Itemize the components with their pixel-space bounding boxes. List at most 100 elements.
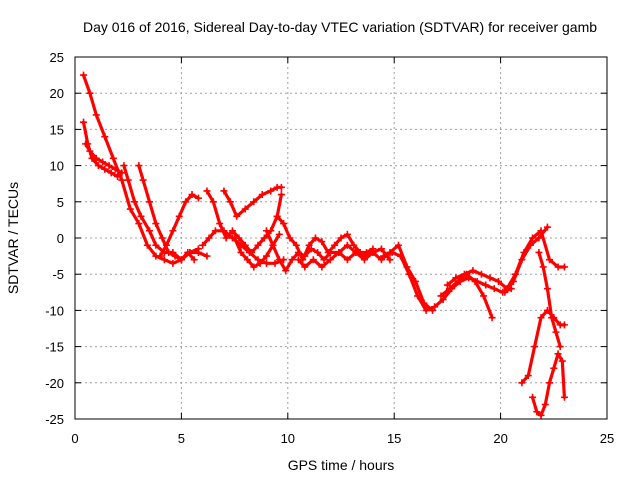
data-point bbox=[554, 263, 562, 271]
data-point bbox=[267, 187, 275, 195]
data-point bbox=[343, 241, 351, 249]
data-point bbox=[203, 187, 211, 195]
data-point bbox=[388, 248, 396, 256]
data-point bbox=[437, 292, 445, 300]
data-point bbox=[556, 343, 564, 351]
data-point bbox=[288, 256, 296, 264]
data-point bbox=[216, 220, 224, 228]
data-point bbox=[80, 118, 88, 126]
satellite-track-17 bbox=[501, 223, 551, 296]
data-point bbox=[439, 296, 447, 304]
data-point bbox=[343, 256, 351, 264]
data-point bbox=[169, 227, 177, 235]
data-point bbox=[280, 220, 288, 228]
data-point bbox=[107, 169, 115, 177]
data-point bbox=[360, 256, 368, 264]
data-point bbox=[263, 227, 271, 235]
data-point bbox=[501, 288, 509, 296]
data-point bbox=[258, 191, 266, 199]
data-point bbox=[277, 183, 285, 191]
data-point bbox=[126, 205, 134, 213]
x-axis-label: GPS time / hours bbox=[288, 457, 395, 473]
data-point bbox=[309, 256, 317, 264]
data-point bbox=[137, 212, 145, 220]
data-point bbox=[275, 256, 283, 264]
series-trace bbox=[122, 164, 200, 262]
data-point bbox=[558, 357, 566, 365]
data-point bbox=[139, 176, 147, 184]
data-point bbox=[205, 234, 213, 242]
data-point bbox=[324, 248, 332, 256]
data-point bbox=[182, 198, 190, 206]
data-point bbox=[160, 256, 168, 264]
data-point bbox=[199, 241, 207, 249]
data-point bbox=[222, 234, 230, 242]
data-point bbox=[220, 187, 228, 195]
data-point bbox=[422, 306, 430, 314]
series-trace bbox=[382, 250, 513, 312]
data-point bbox=[535, 234, 543, 242]
data-point bbox=[394, 241, 402, 249]
y-tick-label: -15 bbox=[45, 340, 64, 355]
data-point bbox=[537, 411, 545, 419]
data-point bbox=[286, 234, 294, 242]
data-point bbox=[488, 314, 496, 322]
y-tick-label: -20 bbox=[45, 376, 64, 391]
data-point bbox=[335, 248, 343, 256]
data-point bbox=[111, 165, 119, 173]
data-point bbox=[254, 241, 262, 249]
data-point bbox=[143, 241, 151, 249]
satellite-track-16 bbox=[443, 227, 568, 293]
data-point bbox=[529, 393, 537, 401]
data-point bbox=[294, 256, 302, 264]
data-point bbox=[443, 281, 451, 289]
data-point bbox=[452, 274, 460, 282]
x-tick-label: 5 bbox=[178, 431, 185, 446]
data-point bbox=[480, 292, 488, 300]
data-point bbox=[554, 350, 562, 358]
data-point bbox=[471, 277, 479, 285]
data-point bbox=[80, 71, 88, 79]
data-point bbox=[446, 285, 454, 293]
data-point bbox=[188, 191, 196, 199]
data-point bbox=[92, 154, 100, 162]
data-point bbox=[86, 89, 94, 97]
data-point bbox=[526, 241, 534, 249]
axis-ticks: 0 5 10 15 20 25 25 20 15 10 5 0 -5 -10 -15 -20 -25 bbox=[45, 50, 614, 446]
y-tick-label: 25 bbox=[50, 50, 64, 65]
data-point bbox=[248, 248, 256, 256]
data-point bbox=[477, 270, 485, 278]
data-point bbox=[539, 263, 547, 271]
data-point bbox=[550, 364, 558, 372]
data-point bbox=[482, 281, 490, 289]
x-tick-label: 15 bbox=[387, 431, 401, 446]
data-point bbox=[145, 198, 153, 206]
data-point bbox=[194, 194, 202, 202]
data-point bbox=[331, 241, 339, 249]
satellite-track-19 bbox=[529, 350, 568, 419]
data-point bbox=[175, 212, 183, 220]
data-point bbox=[377, 256, 385, 264]
data-point bbox=[124, 176, 132, 184]
data-point bbox=[369, 248, 377, 256]
data-point bbox=[243, 256, 251, 264]
x-tick-label: 20 bbox=[493, 431, 507, 446]
data-point bbox=[135, 162, 143, 170]
data-series bbox=[80, 71, 568, 419]
data-point bbox=[314, 248, 322, 256]
data-point bbox=[318, 263, 326, 271]
series-trace bbox=[530, 352, 567, 417]
satellite-track-6 bbox=[156, 191, 202, 260]
data-point bbox=[560, 321, 568, 329]
data-point bbox=[535, 248, 543, 256]
data-point bbox=[260, 234, 268, 242]
data-point bbox=[533, 408, 541, 416]
data-point bbox=[509, 277, 517, 285]
satellite-track-3 bbox=[82, 140, 126, 177]
data-point bbox=[250, 263, 258, 271]
data-point bbox=[343, 230, 351, 238]
data-point bbox=[233, 212, 241, 220]
series-trace bbox=[275, 214, 375, 262]
series-trace bbox=[205, 189, 283, 255]
data-point bbox=[131, 198, 139, 206]
